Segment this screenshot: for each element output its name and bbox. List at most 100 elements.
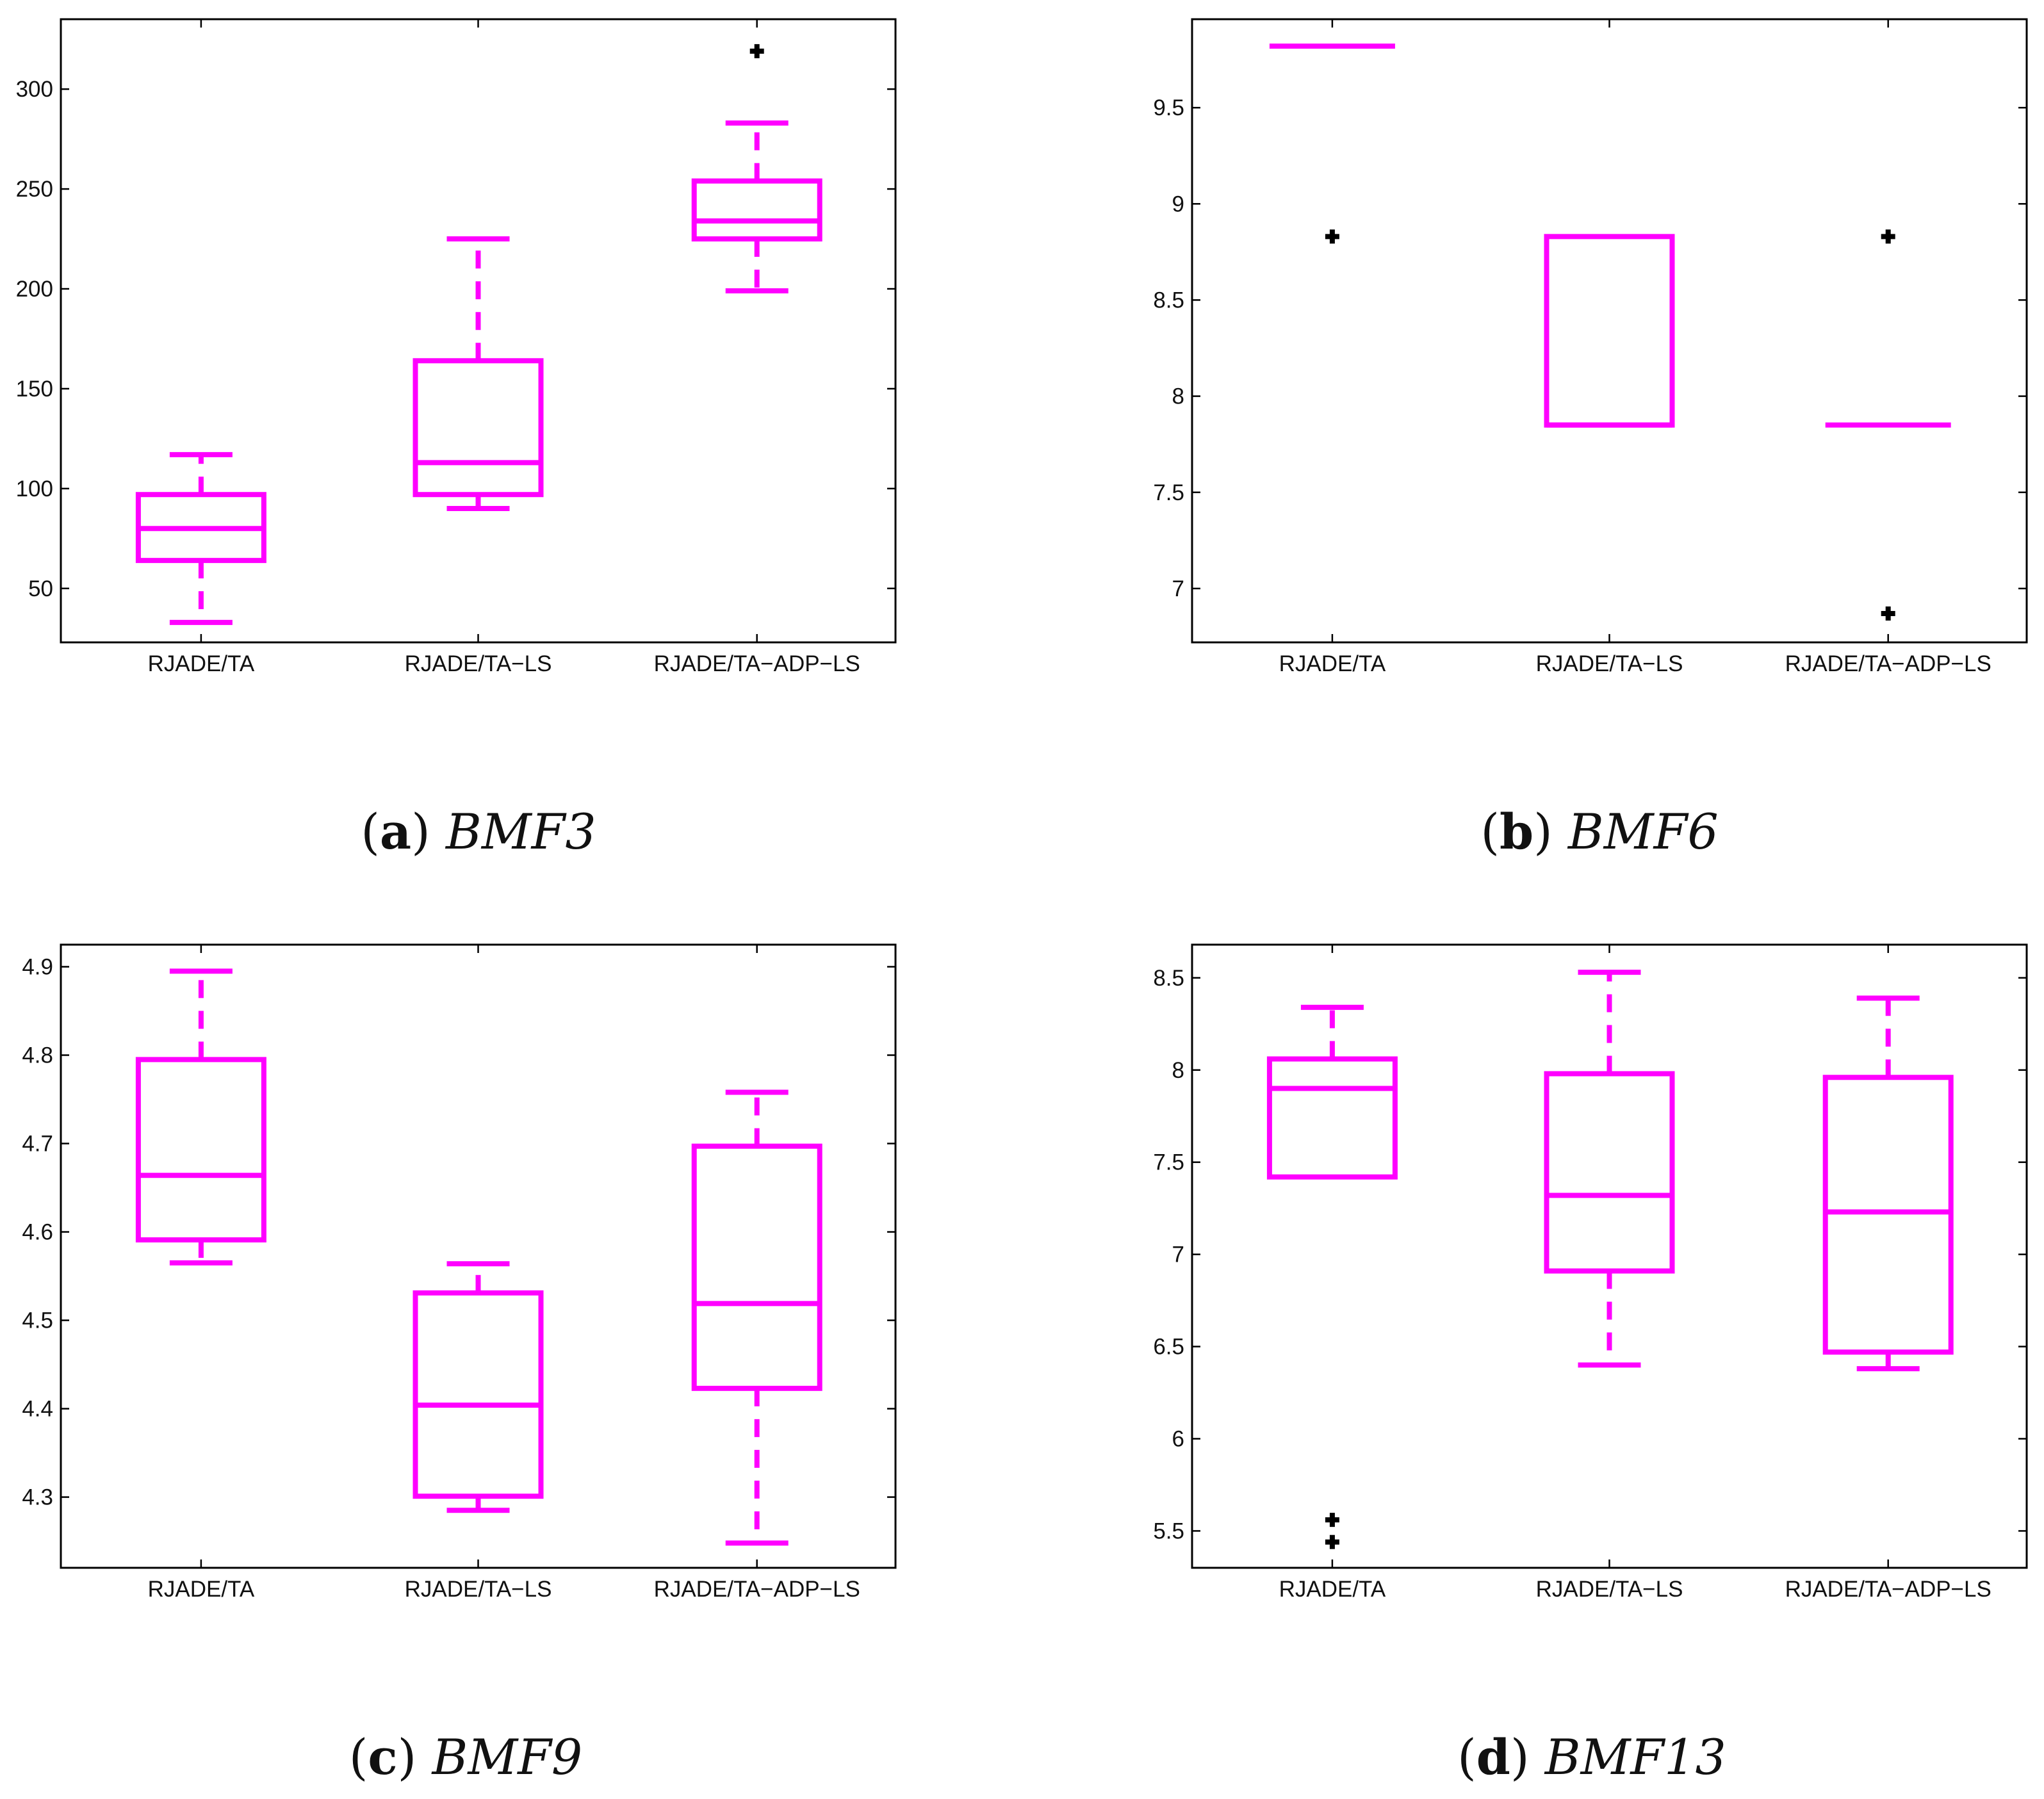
- y-tick-label: 8.5: [1153, 966, 1184, 991]
- box-iqr: [691, 178, 822, 242]
- y-tick-label: 8: [1172, 384, 1184, 409]
- caption-name: BMF6: [1567, 803, 1719, 860]
- panel-caption: (c) BMF9: [349, 1729, 583, 1786]
- box-group-3: [1825, 229, 1951, 621]
- y-tick-label: 7: [1172, 576, 1184, 601]
- x-tick-label: RJADE/TA−ADP−LS: [1785, 651, 1991, 676]
- x-tick-labels: RJADE/TA RJADE/TA−LS RJADE/TA−ADP−LS: [1279, 651, 1991, 676]
- y-tick-label: 100: [16, 476, 53, 501]
- panel-b: 77.588.599.5 RJADE/TA RJADE/TA−LS RJADE/TA…: [1153, 18, 2028, 860]
- box-iqr: [1822, 1075, 1954, 1355]
- x-tick-label: RJADE/TA−ADP−LS: [1785, 1577, 1991, 1602]
- y-tick-labels: 7 7.5 8 8.5 9 9.5: [1153, 95, 1184, 601]
- panel-caption: (b) BMF6: [1480, 803, 1718, 860]
- outlier-marker: [1325, 229, 1339, 244]
- outlier-marker: [1881, 606, 1895, 621]
- x-tick-labels: RJADE/TA RJADE/TA−LS RJADE/TA−ADP−LS: [1279, 1577, 1991, 1602]
- y-tick-label: 8.5: [1153, 288, 1184, 313]
- box-group-2: [413, 1261, 544, 1513]
- box-group-3: [1822, 995, 1954, 1372]
- x-tick-label: RJADE/TA: [148, 1577, 255, 1602]
- axes-frame: [60, 943, 897, 1569]
- y-tick-labels: 50 100 150 200 250 300: [16, 77, 53, 601]
- y-tick-label: 5.5: [1153, 1518, 1184, 1543]
- box-group-2: [1544, 234, 1675, 428]
- box-iqr: [691, 1143, 822, 1391]
- outlier-marker: [1325, 1513, 1339, 1527]
- panel-c: 4.3 4.4 4.5 4.6 4.7 4.8 4.9 RJADE/TA RJADE/TA−L…: [22, 943, 897, 1786]
- outlier-marker: [1881, 229, 1895, 244]
- box-iqr: [1544, 234, 1675, 428]
- x-tick-labels: RJADE/TA RJADE/TA−LS RJADE/TA−ADP−LS: [148, 1577, 860, 1602]
- caption-name: BMF9: [430, 1729, 582, 1786]
- caption-letter: b: [1500, 803, 1533, 860]
- box-iqr: [413, 1290, 544, 1499]
- y-ticks: [1192, 945, 2027, 1568]
- box-group-1: [135, 452, 266, 625]
- box-group-1: [1269, 44, 1395, 244]
- caption-letter: d: [1476, 1729, 1510, 1786]
- box-group-1: [1266, 1004, 1398, 1549]
- box-iqr: [413, 358, 544, 498]
- plot-marks: [1269, 44, 1951, 621]
- box-group-2: [413, 236, 544, 512]
- y-tick-label: 6.5: [1153, 1335, 1184, 1360]
- panel-caption: (a) BMF3: [361, 803, 596, 860]
- y-tick-label: 200: [16, 277, 53, 302]
- caption-letter: a: [380, 803, 411, 860]
- x-tick-label: RJADE/TA: [1279, 651, 1386, 676]
- y-tick-labels: 4.3 4.4 4.5 4.6 4.7 4.8 4.9: [22, 955, 53, 1510]
- plot-marks: [135, 968, 822, 1546]
- x-tick-label: RJADE/TA−LS: [405, 651, 552, 676]
- outlier-marker: [749, 44, 764, 58]
- box-group-3: [691, 44, 822, 294]
- y-tick-label: 300: [16, 77, 53, 102]
- y-tick-label: 6: [1172, 1426, 1184, 1451]
- y-tick-label: 4.5: [22, 1308, 53, 1333]
- y-tick-label: 7.5: [1153, 1150, 1184, 1175]
- y-tick-label: 7: [1172, 1242, 1184, 1267]
- y-tick-label: 250: [16, 177, 53, 202]
- y-tick-label: 4.8: [22, 1043, 53, 1068]
- y-tick-label: 4.3: [22, 1485, 53, 1510]
- caption-name: BMF3: [445, 803, 596, 860]
- y-ticks: [61, 19, 895, 642]
- box-group-3: [691, 1089, 822, 1546]
- panel-d: 5.566.577.588.5 RJADE/TA RJADE/TA−LS RJADE…: [1153, 943, 2028, 1786]
- x-tick-label: RJADE/TA−LS: [405, 1577, 552, 1602]
- x-tick-label: RJADE/TA−LS: [1536, 1577, 1683, 1602]
- x-tick-label: RJADE/TA: [148, 651, 255, 676]
- outlier-marker: [1325, 1534, 1339, 1549]
- box-group-2: [1544, 970, 1675, 1368]
- axes-frame: [1191, 18, 2028, 644]
- box-group-1: [135, 968, 266, 1266]
- plot-marks: [1266, 970, 1954, 1549]
- y-tick-label: 50: [28, 576, 53, 601]
- y-tick-label: 4.7: [22, 1132, 53, 1157]
- y-ticks: [61, 945, 895, 1568]
- x-tick-label: RJADE/TA: [1279, 1577, 1386, 1602]
- x-tick-label: RJADE/TA−LS: [1536, 651, 1683, 676]
- y-tick-label: 4.4: [22, 1397, 53, 1422]
- y-tick-label: 4.6: [22, 1220, 53, 1245]
- box-iqr: [1266, 1056, 1398, 1180]
- x-tick-label: RJADE/TA−ADP−LS: [654, 1577, 860, 1602]
- y-tick-label: 4.9: [22, 955, 53, 980]
- plot-marks: [135, 44, 822, 625]
- x-tick-label: RJADE/TA−ADP−LS: [654, 651, 860, 676]
- axes-frame: [60, 18, 897, 644]
- y-tick-label: 9.5: [1153, 95, 1184, 120]
- y-ticks: [1192, 19, 2027, 642]
- caption-name: BMF13: [1544, 1729, 1726, 1786]
- y-tick-label: 150: [16, 377, 53, 402]
- y-tick-label: 8: [1172, 1058, 1184, 1083]
- x-tick-labels: RJADE/TA RJADE/TA−LS RJADE/TA−ADP−LS: [148, 651, 860, 676]
- panel-caption: (d) BMF13: [1457, 1729, 1726, 1786]
- caption-letter: c: [368, 1729, 397, 1786]
- box-iqr: [135, 1057, 266, 1242]
- y-tick-labels: 5.5 6 6.5 7 7.5 8 8.5: [1153, 966, 1184, 1544]
- y-tick-label: 7.5: [1153, 480, 1184, 505]
- y-tick-label: 9: [1172, 191, 1184, 216]
